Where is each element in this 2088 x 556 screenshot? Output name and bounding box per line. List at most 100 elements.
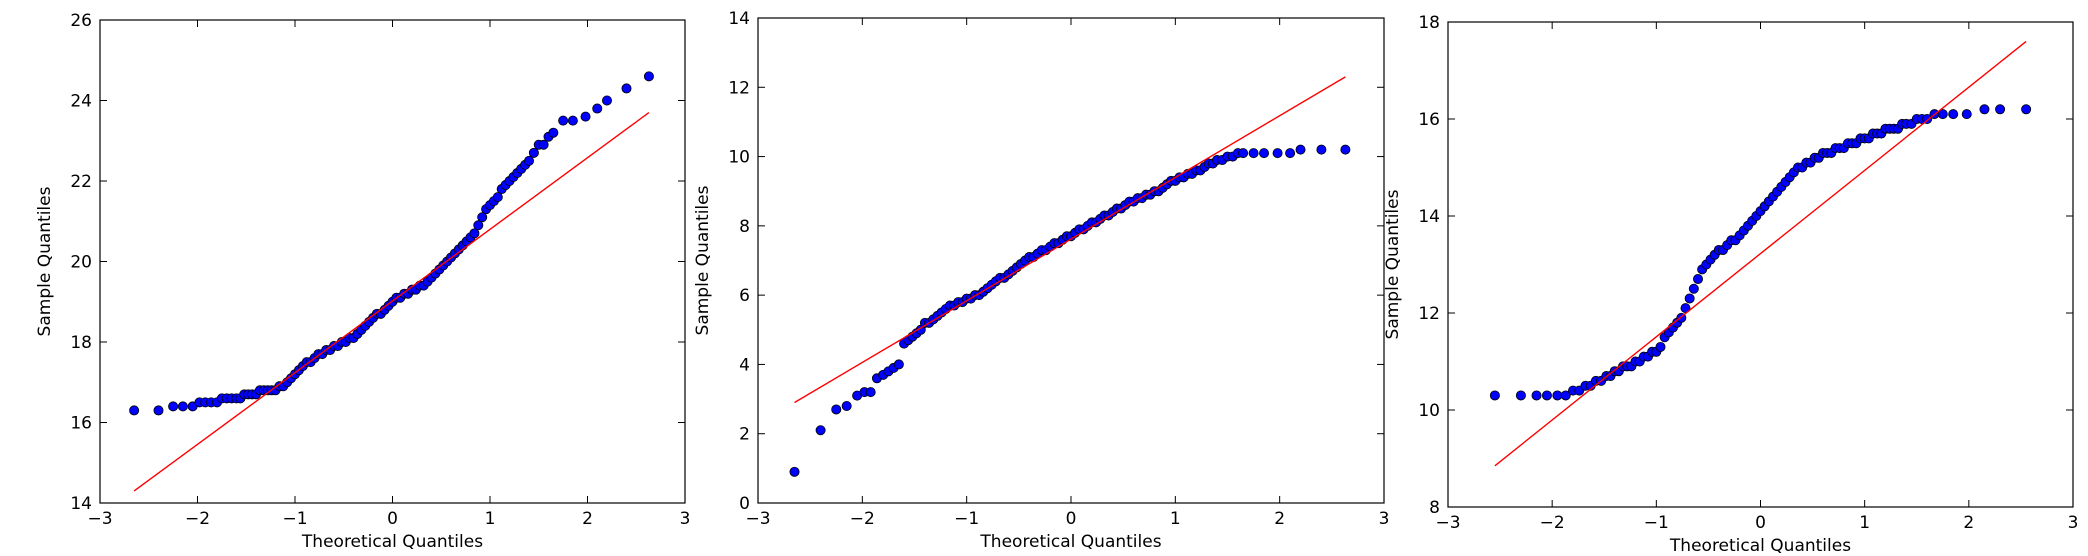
data-point	[893, 359, 904, 370]
data-point	[1340, 144, 1351, 155]
x-tick-label: 1	[485, 509, 496, 529]
x-tick-label: −2	[1540, 513, 1565, 533]
data-point	[469, 228, 480, 239]
y-tick-label: 16	[70, 414, 92, 434]
y-tick-label: 12	[1418, 304, 1440, 324]
x-tick-label: 3	[680, 509, 691, 529]
x-tick-label: −3	[1435, 513, 1460, 533]
data-point	[1541, 390, 1552, 401]
y-tick-label: 10	[728, 148, 750, 168]
x-axis-label: Theoretical Quantiles	[979, 532, 1161, 552]
y-tick-label: 4	[739, 355, 750, 375]
x-axis-label: Theoretical Quantiles	[301, 532, 483, 552]
y-tick-label: 24	[70, 92, 92, 112]
data-point	[1979, 104, 1990, 115]
data-point	[1948, 109, 1959, 120]
data-point	[1937, 109, 1948, 120]
y-axis-label: Sample Quantiles	[1383, 189, 1403, 339]
y-axis-label: Sample Quantiles	[693, 185, 713, 335]
data-point	[1531, 390, 1542, 401]
x-tick-label: −3	[745, 509, 770, 529]
data-point	[1922, 114, 1933, 125]
x-tick-label: 2	[1963, 513, 1974, 533]
data-point	[473, 220, 484, 231]
data-point	[1238, 148, 1249, 159]
x-tick-label: 0	[1066, 509, 1077, 529]
y-tick-label: 10	[1418, 401, 1440, 421]
y-tick-label: 14	[728, 9, 750, 29]
data-point	[621, 83, 632, 94]
data-point	[643, 71, 654, 82]
data-point	[1961, 109, 1972, 120]
data-point	[602, 95, 613, 106]
data-point	[841, 400, 852, 411]
data-point	[168, 401, 179, 412]
x-tick-label: −1	[954, 509, 979, 529]
data-point	[1693, 274, 1704, 285]
y-tick-label: 6	[739, 286, 750, 306]
data-point	[580, 111, 591, 122]
y-tick-label: 20	[70, 253, 92, 273]
y-tick-label: 12	[728, 78, 750, 98]
data-point	[177, 401, 188, 412]
data-point	[1248, 148, 1259, 159]
x-tick-label: −1	[282, 509, 307, 529]
data-point	[558, 115, 569, 126]
x-tick-label: 0	[387, 509, 398, 529]
data-point	[1285, 148, 1296, 159]
data-point	[1684, 293, 1695, 304]
y-tick-label: 18	[1418, 13, 1440, 33]
data-point	[1560, 390, 1571, 401]
data-point	[492, 192, 503, 203]
data-point	[1272, 148, 1283, 159]
data-point	[129, 405, 140, 416]
data-point	[1259, 148, 1270, 159]
data-point	[1552, 390, 1563, 401]
y-tick-label: 2	[739, 425, 750, 445]
data-point	[815, 425, 826, 436]
y-tick-label: 16	[1418, 110, 1440, 130]
reference-line	[794, 76, 1346, 404]
x-tick-label: 3	[2068, 513, 2079, 533]
x-tick-label: 1	[1170, 509, 1181, 529]
data-point	[592, 103, 603, 114]
y-tick-label: 22	[70, 172, 92, 192]
x-tick-label: 3	[1379, 509, 1390, 529]
data-point	[1688, 283, 1699, 294]
y-tick-label: 14	[1418, 207, 1440, 227]
data-point	[865, 387, 876, 398]
x-tick-label: 2	[1274, 509, 1285, 529]
y-tick-label: 0	[739, 494, 750, 514]
x-tick-label: 2	[582, 509, 593, 529]
y-tick-label: 18	[70, 333, 92, 353]
data-point	[477, 212, 488, 223]
x-tick-label: −1	[1644, 513, 1669, 533]
data-point	[1515, 390, 1526, 401]
data-point	[524, 155, 535, 166]
data-point	[831, 404, 842, 415]
y-tick-label: 26	[70, 11, 92, 31]
data-point	[1655, 341, 1666, 352]
qq-plot-1: −3 −2 −1 0 1 2 3 14 16 18 20 22 24 26 Theoretical Quan…	[35, 11, 690, 552]
data-point	[2021, 104, 2032, 115]
reference-line	[1494, 40, 2027, 467]
x-tick-label: 0	[1755, 513, 1766, 533]
data-point	[538, 139, 549, 150]
y-tick-label: 8	[1429, 498, 1440, 518]
x-axis-label: Theoretical Quantiles	[1669, 536, 1851, 556]
data-point	[153, 405, 164, 416]
data-point	[789, 466, 800, 477]
data-point	[1995, 104, 2006, 115]
y-tick-label: 8	[739, 217, 750, 237]
y-axis-label: Sample Quantiles	[35, 186, 55, 336]
x-tick-label: −3	[87, 509, 112, 529]
x-tick-label: −2	[850, 509, 875, 529]
data-point	[567, 115, 578, 126]
y-tick-label: 14	[70, 494, 92, 514]
data-point	[548, 127, 559, 138]
data-point	[528, 147, 539, 158]
reference-line	[133, 112, 650, 492]
